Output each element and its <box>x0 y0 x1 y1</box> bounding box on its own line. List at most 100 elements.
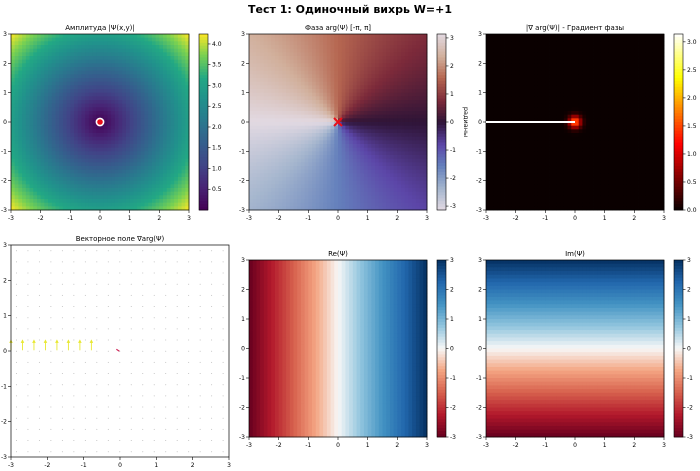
panel-amp-cell <box>11 118 16 123</box>
panel-phase-cell <box>334 195 339 200</box>
panel-amp-cell <box>166 136 171 141</box>
panel-amp-cell <box>11 85 16 90</box>
panel-amp-cell <box>33 92 38 97</box>
panel-amp-cell <box>107 140 112 145</box>
panel-phase-cell <box>260 162 265 167</box>
panel-phase-cell <box>315 202 320 207</box>
panel-phase-cell <box>334 136 339 141</box>
panel-phase-cell <box>278 114 283 119</box>
panel-amp-cell <box>59 206 64 211</box>
panel-amp-cell <box>51 41 56 46</box>
panel-amp-cell <box>36 166 42 171</box>
panel-amp-cell <box>148 63 153 68</box>
panel-phase-cell <box>371 129 376 134</box>
panel-phase-cell <box>375 151 380 156</box>
panel-phase-cell <box>263 74 268 79</box>
panel-phase-cell <box>382 129 387 134</box>
panel-amp-cell <box>66 129 71 134</box>
panel-phase-cell <box>326 158 331 163</box>
panel-amp-cell <box>100 103 105 108</box>
panel-phase-cell <box>249 199 254 204</box>
panel-phase-cell <box>423 199 428 204</box>
panel-amp-cell <box>140 155 145 160</box>
panel-phase-cell <box>397 118 402 123</box>
panel-amp-cell <box>107 59 112 64</box>
panel-phase-cell <box>338 85 343 90</box>
panel-phase-colorbar-swatch <box>437 168 446 173</box>
panel-phase-cell <box>263 144 268 149</box>
panel-phase-colorbar-swatch <box>437 54 446 58</box>
panel-phase-cell <box>367 177 372 182</box>
panel-amp-cell <box>185 188 190 193</box>
panel-phase-cell <box>271 107 276 112</box>
panel-phase-cell <box>371 151 376 156</box>
panel-amp-cell <box>18 184 23 189</box>
panel-amp-cell <box>81 45 86 50</box>
panel-phase-cell <box>315 111 320 116</box>
panel-amp-cell <box>125 118 131 123</box>
panel-amp-cell <box>74 206 79 211</box>
panel-phase-cell <box>356 144 361 149</box>
panel-grad-cell <box>486 118 491 123</box>
panel-amp-cell <box>125 155 131 160</box>
panel-phase-cell <box>252 184 257 189</box>
panel-amp-cell <box>14 74 19 79</box>
panel-phase-cell <box>260 191 265 196</box>
panel-phase-cell <box>249 37 254 42</box>
panel-amp-cell <box>170 63 175 68</box>
panel-amp-cell <box>118 188 123 193</box>
panel-amp-cell <box>148 78 153 83</box>
panel-amp-ytick-label: -1 <box>1 148 7 155</box>
panel-phase-cell <box>345 202 350 207</box>
panel-amp-cell <box>133 118 138 123</box>
panel-amp-cell <box>163 155 168 160</box>
panel-amp-cell <box>114 166 119 171</box>
panel-phase-cell <box>326 89 331 94</box>
panel-phase-cell <box>338 169 343 174</box>
panel-amp-cell <box>155 195 160 200</box>
panel-phase-cell <box>415 45 420 50</box>
panel-phase-cell <box>397 52 402 57</box>
panel-amp-cell <box>170 202 175 207</box>
panel-phase-cell <box>356 52 361 57</box>
panel-phase-cell <box>363 85 369 90</box>
panel-amp-cell <box>151 151 157 156</box>
panel-amp-cell <box>44 184 49 189</box>
panel-amp-cell <box>170 188 175 193</box>
panel-amp-colorbar-tick-label: 0.5 <box>212 186 222 193</box>
panel-amp-cell <box>129 111 134 116</box>
panel-amp-cell <box>155 114 160 119</box>
panel-phase-cell <box>412 48 417 53</box>
panel-phase-cell <box>378 45 383 50</box>
panel-amp-cell <box>125 151 131 156</box>
panel-phase-cell <box>315 41 320 46</box>
panel-amp-cell <box>81 114 86 119</box>
panel-phase-cell <box>393 92 398 97</box>
panel-amp-cell <box>163 67 168 72</box>
panel-phase-cell <box>274 74 280 79</box>
panel-grad-cell <box>489 103 494 108</box>
panel-phase-cell <box>249 52 254 57</box>
panel-phase-cell <box>397 191 402 196</box>
panel-phase-cell <box>271 103 276 108</box>
panel-amp-cell <box>114 177 119 182</box>
panel-amp-cell <box>151 199 157 204</box>
panel-amp-cell <box>22 173 27 178</box>
panel-phase-cell <box>334 173 339 178</box>
panel-phase-cell <box>304 122 309 127</box>
panel-amp-cell <box>118 147 123 152</box>
panel-phase-cell <box>360 48 365 53</box>
panel-amp-cell <box>170 206 175 211</box>
panel-amp-cell <box>25 206 30 211</box>
panel-amp-cell <box>55 169 60 174</box>
panel-amp-cell <box>181 199 186 204</box>
panel-amp-cell <box>51 162 56 167</box>
panel-phase-cell <box>345 125 350 130</box>
panel-phase-cell <box>382 41 387 46</box>
panel-phase-cell <box>356 169 361 174</box>
panel-amp-cell <box>25 180 30 185</box>
panel-phase-cell <box>378 85 383 90</box>
panel-phase-cell <box>323 70 328 75</box>
panel-phase-cell <box>393 140 398 145</box>
panel-amp-cell <box>25 81 30 86</box>
